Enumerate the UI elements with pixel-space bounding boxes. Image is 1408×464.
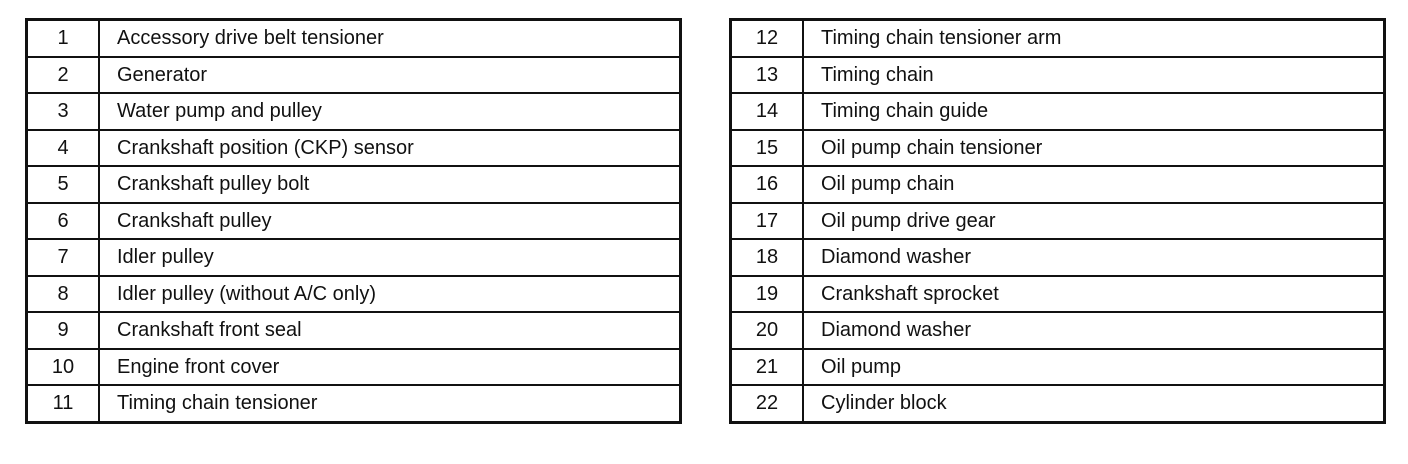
table-row: 6 Crankshaft pulley [25,201,682,240]
table-row: 20 Diamond washer [729,311,1386,350]
table-row: 18 Diamond washer [729,238,1386,277]
part-number: 3 [25,92,100,131]
part-description: Timing chain tensioner [98,384,682,423]
parts-legend-table-left: 1 Accessory drive belt tensioner 2 Generato… [25,18,682,424]
part-description: Crankshaft front seal [98,311,682,350]
part-number: 10 [25,347,100,386]
part-number: 11 [25,384,100,423]
part-number: 1 [25,18,100,58]
part-description: Timing chain tensioner arm [802,18,1386,58]
table-row: 22 Cylinder block [729,384,1386,423]
table-row: 16 Oil pump chain [729,165,1386,204]
part-description: Cylinder block [802,384,1386,423]
table-row: 7 Idler pulley [25,238,682,277]
part-number: 15 [729,128,804,167]
table-row: 19 Crankshaft sprocket [729,274,1386,313]
part-number: 19 [729,274,804,313]
part-number: 5 [25,165,100,204]
part-description: Generator [98,55,682,94]
table-row: 21 Oil pump [729,347,1386,386]
table-row: 8 Idler pulley (without A/C only) [25,274,682,313]
part-number: 8 [25,274,100,313]
part-description: Timing chain guide [802,92,1386,131]
part-number: 13 [729,55,804,94]
table-row: 4 Crankshaft position (CKP) sensor [25,128,682,167]
part-number: 18 [729,238,804,277]
part-number: 6 [25,201,100,240]
table-row: 1 Accessory drive belt tensioner [25,18,682,58]
table-row: 12 Timing chain tensioner arm [729,18,1386,58]
part-number: 17 [729,201,804,240]
part-description: Crankshaft pulley bolt [98,165,682,204]
part-description: Oil pump drive gear [802,201,1386,240]
table-row: 11 Timing chain tensioner [25,384,682,423]
table-row: 3 Water pump and pulley [25,92,682,131]
part-number: 4 [25,128,100,167]
part-description: Crankshaft pulley [98,201,682,240]
table-row: 2 Generator [25,55,682,94]
table-row: 5 Crankshaft pulley bolt [25,165,682,204]
part-number: 16 [729,165,804,204]
part-description: Water pump and pulley [98,92,682,131]
table-row: 13 Timing chain [729,55,1386,94]
part-description: Timing chain [802,55,1386,94]
part-description: Crankshaft position (CKP) sensor [98,128,682,167]
parts-legend-table-right: 12 Timing chain tensioner arm 13 Timing cha… [729,18,1386,424]
part-description: Oil pump [802,347,1386,386]
part-number: 2 [25,55,100,94]
part-number: 20 [729,311,804,350]
table-row: 15 Oil pump chain tensioner [729,128,1386,167]
part-number: 14 [729,92,804,131]
part-description: Diamond washer [802,238,1386,277]
part-description: Oil pump chain tensioner [802,128,1386,167]
part-description: Oil pump chain [802,165,1386,204]
table-row: 9 Crankshaft front seal [25,311,682,350]
table-row: 14 Timing chain guide [729,92,1386,131]
part-description: Idler pulley (without A/C only) [98,274,682,313]
table-row: 17 Oil pump drive gear [729,201,1386,240]
part-description: Diamond washer [802,311,1386,350]
part-number: 7 [25,238,100,277]
part-description: Crankshaft sprocket [802,274,1386,313]
part-description: Idler pulley [98,238,682,277]
part-number: 21 [729,347,804,386]
part-description: Accessory drive belt tensioner [98,18,682,58]
table-row: 10 Engine front cover [25,347,682,386]
part-number: 12 [729,18,804,58]
part-description: Engine front cover [98,347,682,386]
part-number: 22 [729,384,804,423]
part-number: 9 [25,311,100,350]
